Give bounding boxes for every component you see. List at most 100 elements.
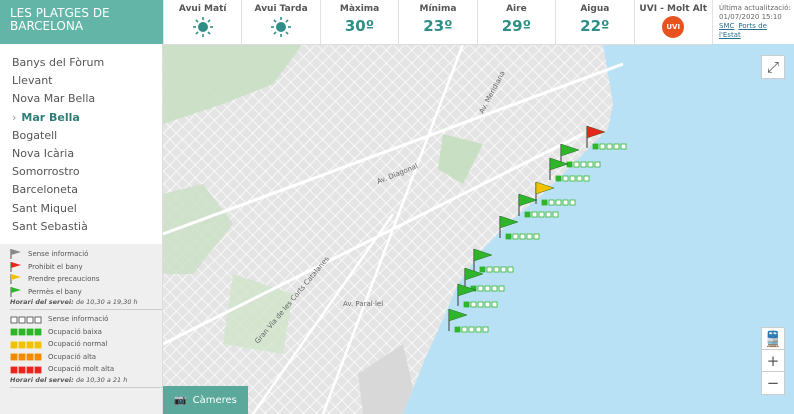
sun-ray <box>207 31 211 35</box>
weather-label: Avui Matí <box>178 4 227 14</box>
legend-row: Ocupació baixa <box>10 326 162 339</box>
occupancy-box <box>533 233 540 240</box>
occupancy-box <box>519 233 526 240</box>
beach-item[interactable]: › Mar Bella <box>12 109 162 127</box>
beach-name: Nova Mar Bella <box>12 92 96 106</box>
beach-flag[interactable] <box>464 267 505 292</box>
occupancy-box <box>545 211 552 218</box>
beach-item[interactable]: Sant Sebastià <box>12 218 162 236</box>
occupancy-box <box>587 161 594 168</box>
occupancy-box <box>500 266 507 273</box>
beach-flag[interactable] <box>586 125 627 150</box>
occupancy-icon <box>10 366 42 374</box>
occupancy-icon <box>10 341 42 349</box>
beach-flag[interactable] <box>457 283 498 308</box>
occupancy-box <box>18 316 26 324</box>
occupancy-box <box>613 143 620 150</box>
legend-row: Prendre precaucions <box>10 273 162 286</box>
update-label: Última actualització: <box>719 4 791 12</box>
occupancy-box <box>26 366 34 374</box>
cameras-button[interactable]: 📷 Càmeres <box>163 386 248 414</box>
beach-flag[interactable] <box>549 157 590 182</box>
occupancy-box <box>26 328 34 336</box>
fullscreen-button[interactable]: ⤢ <box>761 55 785 79</box>
flag-icon <box>10 249 21 260</box>
weather-label: Aire <box>506 4 527 14</box>
train-button[interactable]: 🚆 <box>761 327 785 351</box>
occupancy-box <box>526 233 533 240</box>
beach-item[interactable]: Somorrostro <box>12 163 162 181</box>
beach-item[interactable]: Sant Miquel <box>12 200 162 218</box>
weather-label: UVI - Molt Alt <box>639 4 708 14</box>
beach-name: Bogatell <box>12 128 58 142</box>
schedule-label: Horari del servei: <box>10 298 74 306</box>
occupancy-box <box>562 199 569 206</box>
schedule-text: de 10,30 a 19,30 h <box>75 298 138 306</box>
street-label: Av. Paral·lel <box>343 300 383 308</box>
occupancy-box <box>484 301 491 308</box>
flag-cloth <box>586 125 606 139</box>
sun-ray <box>273 19 277 23</box>
beach-item[interactable]: Nova Mar Bella <box>12 90 162 108</box>
occupancy-box <box>454 326 461 333</box>
legend-row: Prohibit el bany <box>10 261 162 274</box>
beach-item[interactable]: Llevant <box>12 72 162 90</box>
schedule: Horari del servei: de 10,30 a 19,30 h <box>10 298 162 310</box>
occupancy-box <box>477 285 484 292</box>
weather-label: Màxima <box>339 4 380 14</box>
occupancy-box <box>583 175 590 182</box>
sun-ray <box>207 19 211 23</box>
legend-row: Ocupació molt alta <box>10 363 162 376</box>
beach-flag[interactable] <box>518 193 559 218</box>
weather-column: Màxima 30º <box>319 0 398 44</box>
occupancy-box <box>548 199 555 206</box>
occupancy-box <box>599 143 606 150</box>
legend-row: Ocupació alta <box>10 351 162 364</box>
occupancy-box <box>34 366 42 374</box>
occupancy-box <box>524 211 531 218</box>
beach-flag[interactable] <box>535 181 576 206</box>
beach-flag[interactable] <box>448 308 489 333</box>
beach-flag[interactable] <box>473 248 514 273</box>
flag-cloth <box>473 248 493 262</box>
flag-cloth <box>560 143 580 157</box>
sun-core <box>276 22 287 32</box>
weather-column: Avui Tarda <box>241 0 319 44</box>
source-link[interactable]: SMC <box>719 22 735 30</box>
legend-label: Prendre precaucions <box>28 275 100 284</box>
occupancy-box <box>10 316 18 324</box>
occupancy-box <box>491 301 498 308</box>
beach-name: Barceloneta <box>12 183 78 197</box>
occupancy-box <box>475 326 482 333</box>
weather-value: 30º <box>344 17 375 35</box>
zoom-in[interactable]: + <box>761 349 785 373</box>
beach-name: Somorrostro <box>12 165 80 179</box>
source-link[interactable]: Ports de l'Estat <box>719 22 767 39</box>
occupancy-box <box>569 175 576 182</box>
weather-value: 23º <box>423 17 453 35</box>
occupancy-icon <box>10 353 42 361</box>
beach-item[interactable]: Barceloneta <box>12 181 162 199</box>
zoom-out[interactable]: − <box>761 371 785 395</box>
beach-list: Banys del Fòrum Llevant Nova Mar Bella › Mar… <box>0 44 162 244</box>
occupancy-box <box>470 301 477 308</box>
schedule: Horari del servei: de 10,30 a 21 h <box>10 376 162 388</box>
occupancy-box <box>594 161 601 168</box>
legend-label: Ocupació baixa <box>48 327 102 336</box>
occupancy-box <box>479 266 486 273</box>
schedule-label: Horari del servei: <box>10 375 74 384</box>
beach-item[interactable]: Banys del Fòrum <box>12 54 162 72</box>
occupancy-box <box>26 341 34 349</box>
beach-item[interactable]: Bogatell <box>12 127 162 145</box>
weather-label: Avui Tarda <box>254 4 308 14</box>
sun-ray <box>195 31 199 35</box>
occupancy-box <box>569 199 576 206</box>
beach-item[interactable]: Nova Icària <box>12 145 162 163</box>
weather-label: Mínima <box>419 4 457 14</box>
beach-name: Mar Bella <box>21 110 80 124</box>
weather-column: Aire 29º <box>476 0 555 44</box>
beach-flag[interactable] <box>499 215 540 240</box>
occupancy-box <box>34 353 42 361</box>
occupancy-box <box>541 199 548 206</box>
